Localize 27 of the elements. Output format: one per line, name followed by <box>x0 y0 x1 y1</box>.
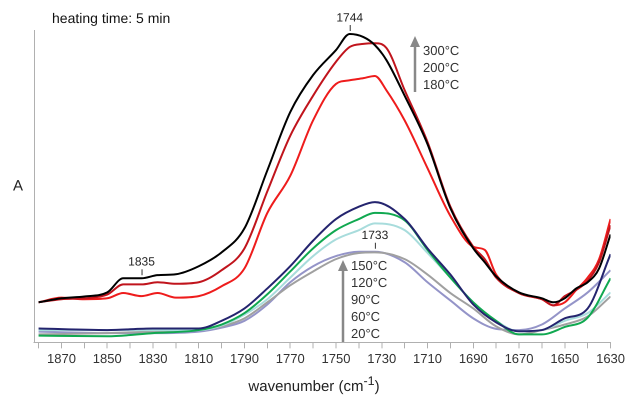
x-tick-label: 1710 <box>413 350 442 366</box>
x-tick-label: 1870 <box>46 350 76 366</box>
annotation: 1835 <box>128 254 156 269</box>
x-tick-label: 1630 <box>596 350 625 366</box>
annotation: 20°C <box>351 325 382 342</box>
annotation: 120°C <box>351 274 388 291</box>
x-tick-label: 1730 <box>367 350 396 366</box>
annotation: 1744 <box>336 10 364 24</box>
x-axis-title: wavenumber (cm$^{-1}$) <box>247 374 381 395</box>
x-tick-label: 1690 <box>458 350 488 366</box>
annotation: 300°C <box>423 42 460 59</box>
y-axis-title: A <box>12 177 24 194</box>
x-tick-label: 1850 <box>92 350 122 366</box>
annotation: 180°C <box>423 76 460 93</box>
x-tick-label: 1750 <box>322 350 350 366</box>
text: heating time: 5 min <box>52 10 170 27</box>
annotation: 1733 <box>362 228 389 242</box>
x-tick-label: 1830 <box>138 350 168 366</box>
x-tick-label: 1810 <box>184 350 214 366</box>
annotation: 90°C <box>351 291 382 308</box>
annotation: 60°C <box>351 308 382 325</box>
x-tick-label: 1650 <box>550 350 580 366</box>
annotation: 200°C <box>423 59 460 76</box>
x-tick-label: 1670 <box>504 350 534 366</box>
x-tick-label: 1790 <box>230 350 259 366</box>
annotation: 150°C <box>351 257 388 274</box>
x-tick-label: 1770 <box>276 350 305 366</box>
